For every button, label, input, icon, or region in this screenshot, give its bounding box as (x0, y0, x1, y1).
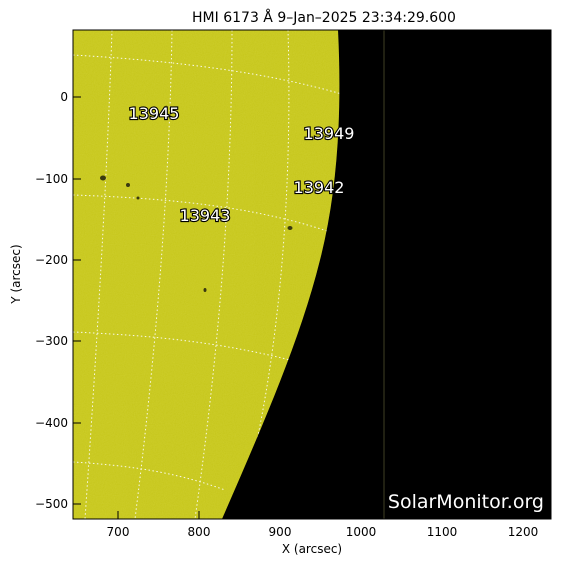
y-ticks (73, 96, 81, 505)
x-axis-title: X (arcsec) (282, 542, 342, 556)
watermark: SolarMonitor.org (388, 491, 544, 513)
y-tick-labels: 0 −100 −200 −300 −400 −500 (35, 90, 68, 511)
region-label: 13942 (294, 178, 345, 197)
x-tick-label: 900 (269, 525, 292, 539)
x-tick-label: 1000 (346, 525, 377, 539)
y-tick-label: −300 (35, 334, 68, 348)
x-tick-label: 1200 (508, 525, 539, 539)
sunspots (100, 175, 293, 292)
region-label: 13943 (180, 206, 231, 225)
y-axis-title: Y (arcsec) (9, 244, 23, 304)
region-labels: 13945 13949 13942 13943 (127, 103, 355, 226)
x-tick-label: 1100 (427, 525, 458, 539)
x-tick-labels: 700 800 900 1000 1100 1200 (107, 525, 539, 539)
plot-title: HMI 6173 Å 9–Jan–2025 23:34:29.600 (192, 9, 456, 26)
x-tick-label: 700 (107, 525, 130, 539)
region-label: 13945 (129, 104, 180, 123)
y-tick-label: 0 (60, 90, 68, 104)
x-tick-label: 800 (188, 525, 211, 539)
y-tick-label: −100 (35, 172, 68, 186)
y-tick-label: −400 (35, 416, 68, 430)
latitude-grid (73, 54, 340, 491)
y-tick-label: −500 (35, 497, 68, 511)
region-label: 13949 (304, 124, 355, 143)
longitude-grid (84, 30, 290, 519)
y-tick-label: −200 (35, 253, 68, 267)
x-ticks (117, 511, 524, 519)
plot-area: 13945 13949 13942 13943 SolarMonitor.org (73, 30, 551, 519)
axes-frame (72, 29, 552, 520)
